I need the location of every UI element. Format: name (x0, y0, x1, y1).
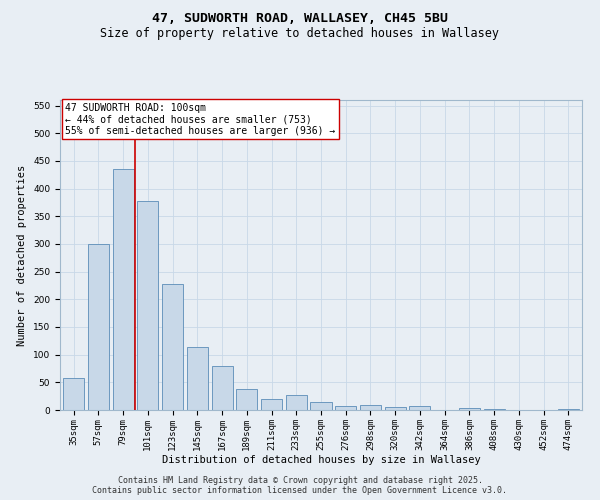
Bar (335, 406, 356, 410)
X-axis label: Distribution of detached houses by size in Wallasey: Distribution of detached houses by size … (161, 456, 481, 466)
Bar (187, 348, 208, 410)
Bar (360, 405, 381, 410)
Text: 47 SUDWORTH ROAD: 100sqm
← 44% of detached houses are smaller (753)
55% of semi-: 47 SUDWORTH ROAD: 100sqm ← 44% of detach… (65, 103, 335, 136)
Bar (113, 169, 134, 410)
Bar (484, 409, 505, 410)
Bar (162, 284, 183, 410)
Bar (88, 244, 109, 410)
Bar (261, 400, 282, 410)
Bar (459, 408, 480, 410)
Bar (409, 406, 430, 410)
Bar (63, 378, 84, 410)
Bar (310, 402, 332, 410)
Text: 47, SUDWORTH ROAD, WALLASEY, CH45 5BU: 47, SUDWORTH ROAD, WALLASEY, CH45 5BU (152, 12, 448, 26)
Text: Contains HM Land Registry data © Crown copyright and database right 2025.
Contai: Contains HM Land Registry data © Crown c… (92, 476, 508, 495)
Bar (558, 409, 579, 410)
Y-axis label: Number of detached properties: Number of detached properties (17, 164, 28, 346)
Bar (286, 395, 307, 410)
Bar (137, 200, 158, 410)
Text: Size of property relative to detached houses in Wallasey: Size of property relative to detached ho… (101, 28, 499, 40)
Bar (385, 406, 406, 410)
Bar (212, 366, 233, 410)
Bar (236, 389, 257, 410)
